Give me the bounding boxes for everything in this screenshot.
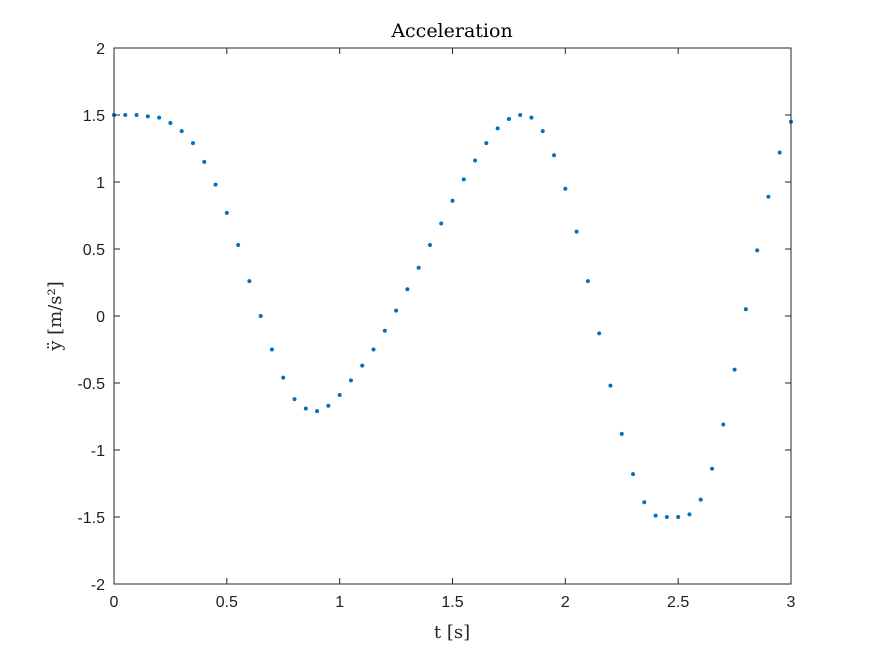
y-tick-label: 2 [96,41,105,58]
data-point [597,331,602,336]
data-point [461,177,466,182]
y-tick-label: 1 [96,175,105,192]
data-point [394,308,399,313]
data-point [439,221,444,226]
data-point [123,113,128,117]
data-point [687,512,692,517]
data-point [190,141,195,146]
y-tick-label: -2 [91,577,105,594]
data-point [743,307,748,312]
x-axis-label: t [s] [434,622,470,643]
x-tick-label: 2.5 [667,594,689,611]
data-point [292,397,297,402]
y-tick-label: 0.5 [83,242,105,259]
data-point [653,513,658,518]
x-tick-label: 0 [110,594,119,611]
y-tick-labels: -2 -1.5 -1 -0.5 0 0.5 1 1.5 2 [77,41,105,594]
data-point [157,115,162,120]
data-point [495,126,500,131]
x-tick-label: 1.5 [441,594,463,611]
y-tick-label: -1.5 [77,510,105,527]
data-point [540,129,545,134]
y-tick-label: -0.5 [77,376,105,393]
data-point [303,406,308,411]
data-point [755,248,760,253]
data-point [484,141,489,146]
axis-ticks [113,47,792,585]
data-point [529,115,534,120]
x-tick-label: 3 [787,594,796,611]
data-point [608,383,613,388]
data-point [552,153,557,158]
data-point [732,367,737,372]
data-point [473,158,478,163]
data-point [213,182,218,187]
data-point [518,113,523,117]
y-tick-label: -1 [91,443,105,460]
data-point [642,500,647,505]
data-point [202,159,207,164]
data-point [405,287,410,292]
data-point [315,409,320,414]
data-point [450,198,455,203]
data-point [337,393,342,398]
x-tick-label: 0.5 [216,594,238,611]
y-axis-label: ÿ [m/s²] [45,281,66,352]
data-point [360,363,365,368]
data-point [766,194,771,199]
plot-area [114,48,791,584]
data-point [427,242,432,247]
data-point [247,279,252,284]
x-tick-label: 1 [335,594,344,611]
data-point [698,497,703,502]
data-point [563,186,568,191]
data-point [145,114,150,119]
data-point [416,265,421,270]
data-point [258,314,263,318]
data-point [619,431,624,436]
data-point [721,422,726,427]
data-point [777,150,782,155]
data-point [326,403,331,408]
data-point [371,347,376,352]
y-tick-label: 0 [96,309,105,326]
data-point [134,113,139,117]
x-tick-label: 2 [561,594,570,611]
data-point [574,229,579,234]
data-point [664,515,669,519]
data-point [179,129,184,134]
data-point [269,347,274,352]
data-point [382,328,387,333]
y-tick-label: 1.5 [83,108,105,125]
data-point [236,242,241,247]
x-tick-labels: 0 0.5 1 1.5 2 2.5 3 [110,594,796,611]
chart-title: Acceleration [390,20,512,42]
data-point [710,466,715,471]
data-point [348,378,353,383]
data-point [281,375,286,380]
data-point [506,117,511,122]
data-point [168,121,173,126]
data-point [224,210,229,215]
data-point [676,515,681,519]
data-point [631,472,636,477]
data-point [585,279,590,284]
